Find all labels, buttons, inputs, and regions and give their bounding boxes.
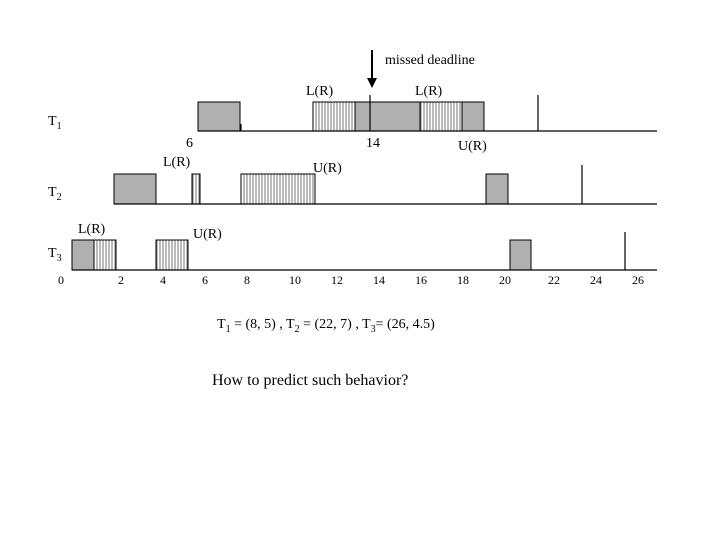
task-label: T3 bbox=[48, 246, 62, 264]
lock-label: L(R) bbox=[163, 155, 191, 170]
tick-label: 18 bbox=[457, 273, 469, 287]
lock-label: U(R) bbox=[313, 161, 342, 176]
lock-label: U(R) bbox=[458, 139, 487, 154]
lock-label: L(R) bbox=[415, 84, 443, 99]
annotation: missed deadline bbox=[385, 53, 475, 68]
tick-label: 12 bbox=[331, 273, 343, 287]
question: How to predict such behavior? bbox=[212, 372, 408, 389]
tick-label: 8 bbox=[244, 273, 250, 287]
lock-label: U(R) bbox=[193, 227, 222, 242]
tick-label: 26 bbox=[632, 273, 644, 287]
exec-block bbox=[197, 101, 241, 132]
exec-block bbox=[354, 101, 421, 132]
formula: T1 = (8, 5) , T2 = (22, 7) , T3= (26, 4.… bbox=[217, 317, 435, 335]
tick-label: 22 bbox=[548, 273, 560, 287]
critical-block bbox=[240, 173, 316, 205]
exec-block bbox=[71, 239, 95, 271]
critical-block bbox=[312, 101, 356, 132]
tick-label: 16 bbox=[415, 273, 427, 287]
exec-block bbox=[461, 101, 485, 132]
tick-label: 2 bbox=[118, 273, 124, 287]
tick-label: 10 bbox=[289, 273, 301, 287]
tick-label: 14 bbox=[373, 273, 385, 287]
lock-label: L(R) bbox=[306, 84, 334, 99]
arrow-head bbox=[367, 78, 377, 88]
critical-block bbox=[155, 239, 189, 271]
exec-block bbox=[485, 173, 509, 205]
tick-label: 6 bbox=[202, 273, 208, 287]
task-label: T1 bbox=[48, 114, 62, 132]
lock-label: L(R) bbox=[78, 222, 106, 237]
critical-block bbox=[191, 173, 201, 205]
time-mark: 14 bbox=[366, 136, 380, 151]
task-label: T2 bbox=[48, 185, 62, 203]
tick-label: 0 bbox=[58, 273, 64, 287]
exec-block bbox=[113, 173, 157, 205]
critical-block bbox=[419, 101, 463, 132]
time-mark: 6 bbox=[186, 136, 193, 151]
axis-labels: 0 2 4 6 8 10 12 14 16 18 20 22 24 26 bbox=[58, 273, 644, 287]
tick-label: 20 bbox=[499, 273, 511, 287]
critical-block bbox=[93, 239, 117, 271]
exec-block bbox=[509, 239, 532, 271]
tick-label: 24 bbox=[590, 273, 602, 287]
tick-label: 4 bbox=[160, 273, 166, 287]
